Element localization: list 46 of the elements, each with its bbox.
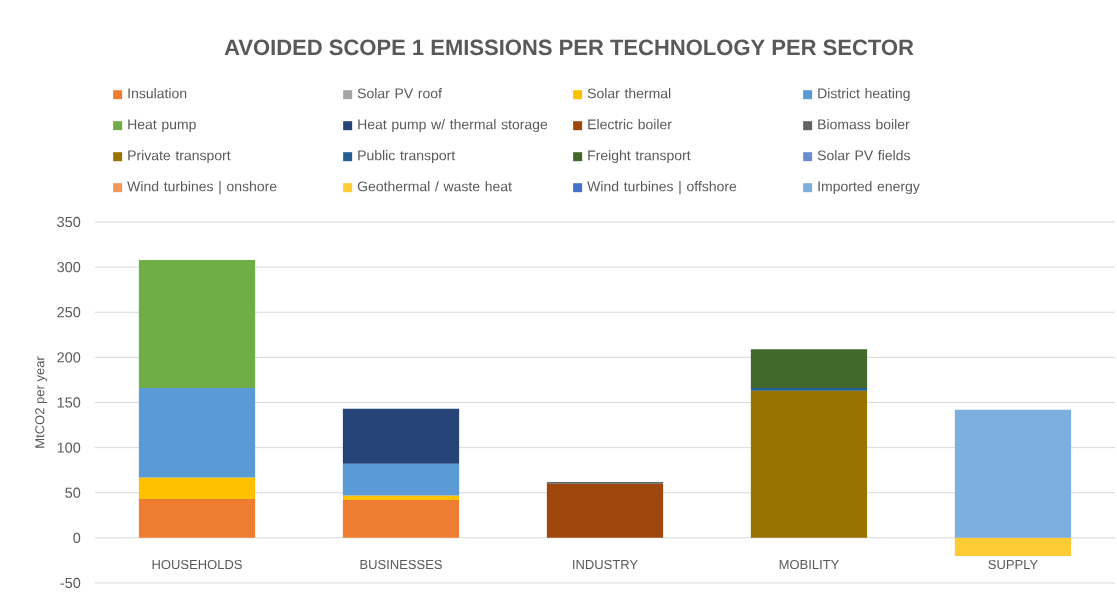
- legend-label: Imported energy: [818, 181, 920, 195]
- y-tick-label: 100: [57, 442, 81, 453]
- bar: [138, 388, 256, 478]
- legend-label: Solar PV fields: [817, 150, 910, 161]
- legend-label: Heat pump: [128, 119, 196, 133]
- legend-label: Private transport: [128, 150, 231, 164]
- y-tick-label: -50: [60, 577, 81, 589]
- bar: [342, 463, 460, 496]
- legend-label: District heating: [818, 88, 910, 102]
- bar: [342, 408, 460, 464]
- bar: [750, 349, 868, 389]
- y-axis-title: MtCO2 per year: [35, 356, 47, 448]
- y-tick-label: 0: [73, 532, 81, 543]
- x-tick-label: SUPPLY: [988, 559, 1038, 570]
- y-tick-label: 300: [57, 261, 81, 273]
- bar: [954, 537, 1072, 556]
- legend-label: Biomass boiler: [818, 119, 910, 130]
- legend-label: Wind turbines | onshore: [127, 181, 277, 195]
- bar: [342, 499, 460, 538]
- x-tick-label: MOBILITY: [779, 559, 840, 570]
- bar: [342, 495, 460, 500]
- legend-label: Electric boiler: [588, 119, 672, 130]
- bar: [138, 259, 256, 389]
- legend-label: Geothermal / waste heat: [357, 181, 512, 192]
- y-tick-label: 50: [65, 487, 81, 498]
- legend-label: Insulation: [128, 88, 187, 99]
- y-tick-label: 350: [57, 216, 81, 228]
- x-tick-label: BUSINESSES: [360, 559, 442, 570]
- legend-label: Freight transport: [588, 150, 691, 164]
- y-tick-label: 150: [57, 397, 81, 408]
- bar: [138, 499, 256, 538]
- x-tick-label: HOUSEHOLDS: [152, 559, 242, 570]
- bar: [546, 483, 664, 538]
- legend-label: Heat pump w/ thermal storage: [358, 119, 548, 133]
- x-tick-label: INDUSTRY: [573, 559, 638, 570]
- legend-label: Wind turbines | offshore: [587, 181, 737, 195]
- bar: [954, 409, 1072, 538]
- legend-label: Public transport: [358, 150, 456, 164]
- y-tick-label: 250: [57, 307, 81, 318]
- legend-label: Solar PV roof: [357, 88, 442, 99]
- legend-label: Solar thermal: [587, 88, 671, 99]
- bar: [750, 388, 868, 391]
- bar: [138, 477, 256, 500]
- bar: [750, 390, 868, 538]
- chart-title: AVOIDED SCOPE 1 EMISSIONS PER TECHNOLOGY PER SECTOR: [224, 39, 914, 56]
- y-tick-label: 200: [57, 352, 81, 363]
